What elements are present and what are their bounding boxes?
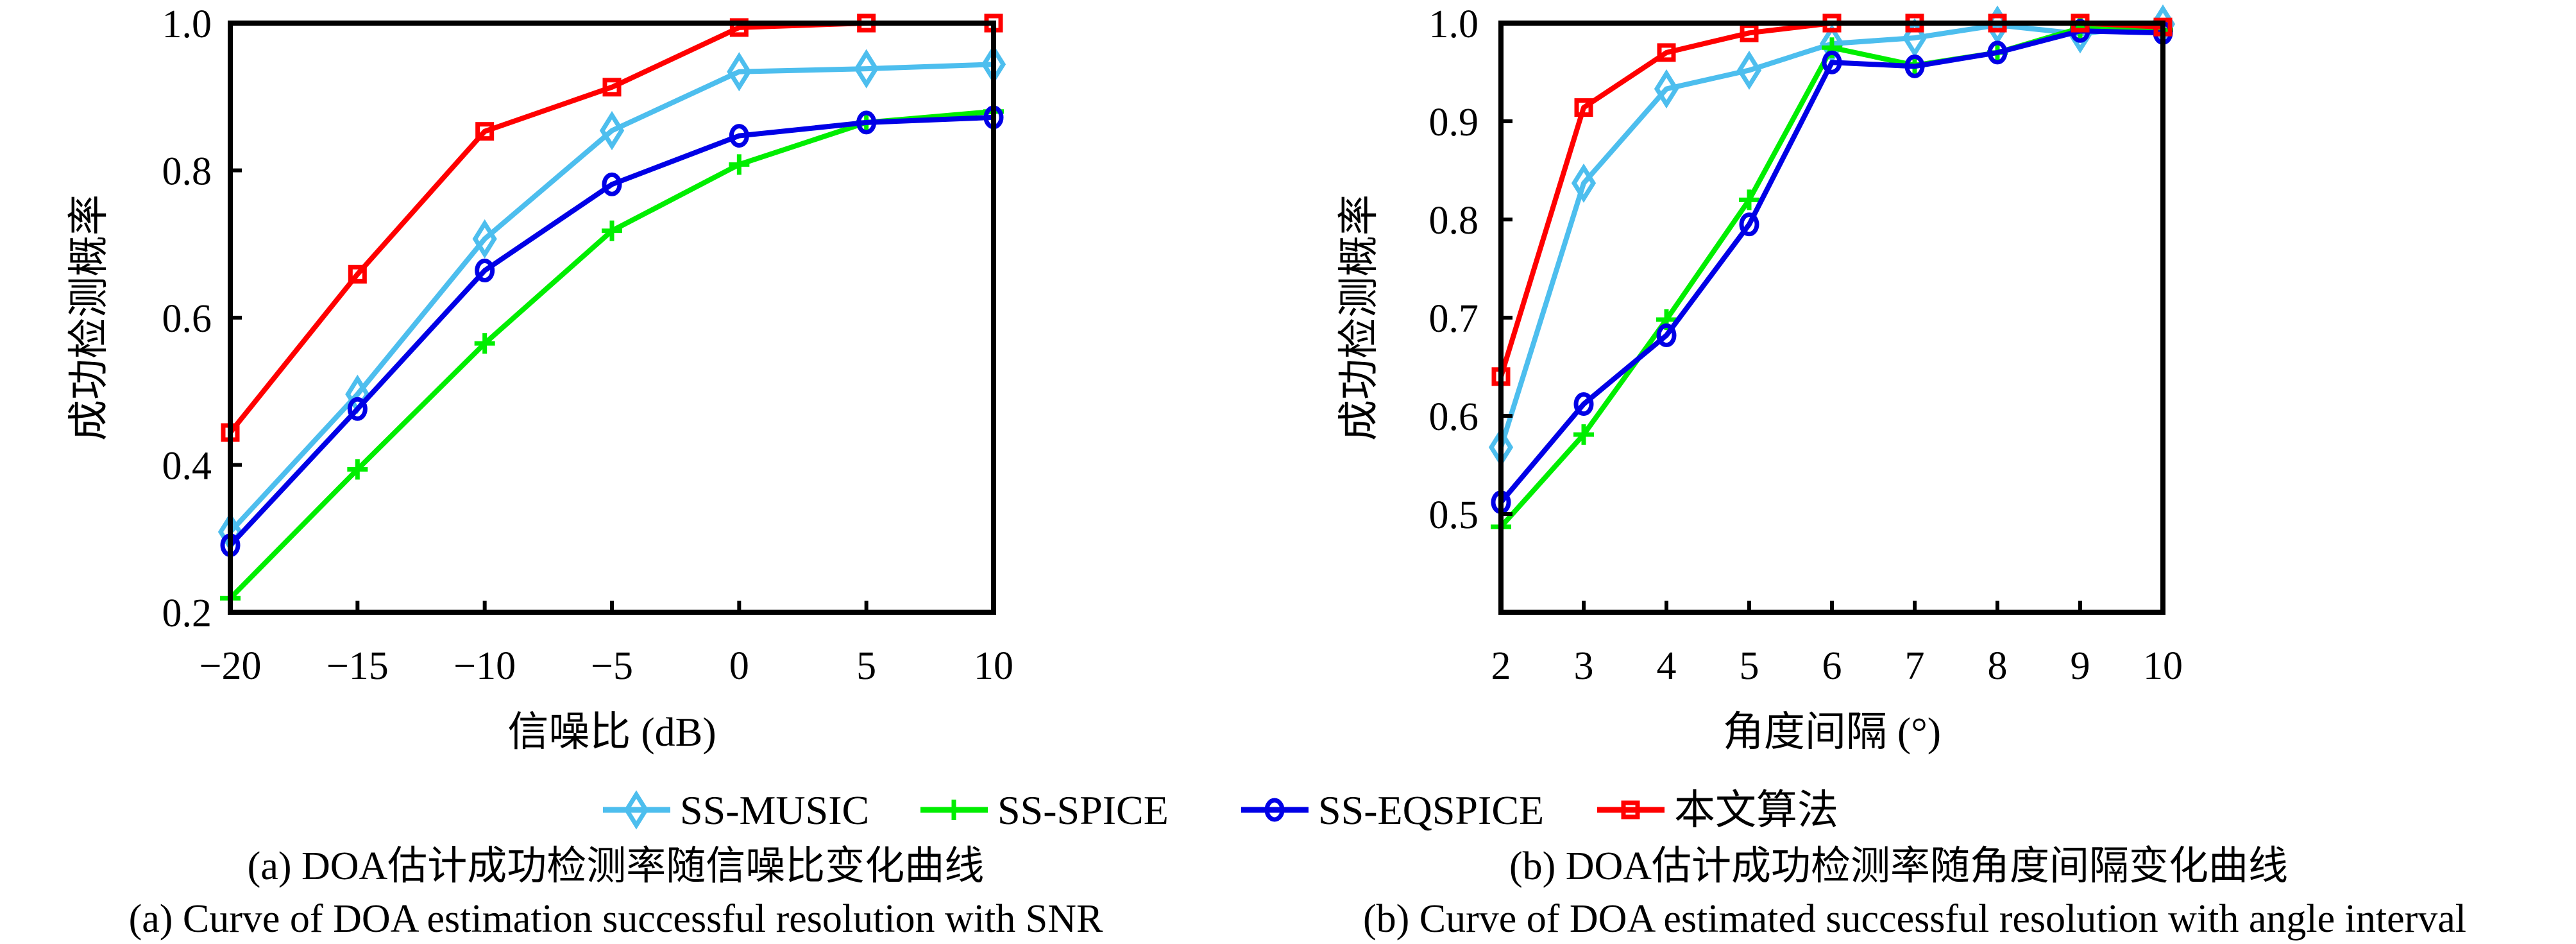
series-line [1498,28,2164,504]
data-point [1574,98,1593,117]
data-point [1822,50,1842,74]
series-ss-eqspice [220,105,1004,558]
x-tick-label: −10 [453,644,516,688]
data-point [599,110,625,151]
axes-frame [1498,21,2165,615]
y-axis-title: 成功检测概率 [1336,194,1382,441]
x-tick-label: 10 [2143,644,2183,688]
data-point [856,110,877,135]
y-tick-label: 0.6 [1429,395,1479,439]
x-tick-label: 7 [1905,644,1925,688]
legend-entry: SS-EQSPICE [1241,787,1544,833]
y-tick-label: 0.9 [1429,101,1479,144]
series-line [228,114,994,547]
data-point [1654,69,1679,109]
data-point [602,78,622,97]
y-tick-label: 0.5 [1429,493,1479,537]
x-tick-label: −15 [326,644,389,688]
legend-entry: SS-SPICE [920,787,1169,833]
y-tick-label: 0.6 [162,297,212,341]
data-point [475,259,495,283]
legend-marker-plus-icon [944,800,964,820]
data-point [1573,392,1594,416]
x-tick-label: 8 [1988,644,2008,688]
data-point [729,18,749,37]
legend-label: SS-MUSIC [680,787,869,833]
data-point [1736,50,1762,90]
x-axis-title: 信噪比 (dB) [507,709,716,755]
data-point [475,122,495,141]
data-point [1739,212,1759,237]
data-point [1571,163,1597,203]
series-line [1499,25,2164,529]
legend-marker-circle-icon [1264,798,1285,822]
data-point [1739,189,1759,210]
x-tick-label: 5 [1740,644,1759,688]
x-tick-label: 2 [1491,644,1511,688]
x-tick-label: −20 [199,644,262,688]
data-point [1902,18,1928,58]
data-point [474,333,495,354]
y-tick-label: 0.2 [162,592,212,635]
series-ss-spice [1491,17,2173,537]
data-point [1573,424,1594,445]
data-point [347,397,368,421]
data-point [1657,43,1676,62]
legend-label: SS-SPICE [997,787,1169,833]
data-point [602,172,622,196]
y-tick-label: 1.0 [1429,3,1479,46]
legend-marker-square-icon [1621,800,1640,820]
plot-a: 0.2 0.4 0.6 0.8 1.0 −20 −15 −10 −5 0 5 10 信噪比 (dB) 成功… [66,3,1013,755]
series-ss-eqspice [1491,19,2173,515]
legend: SS-MUSIC SS-SPICE SS-EQSPICE 本文算法 [603,787,1838,833]
data-point [729,124,749,148]
y-tick-label: 0.7 [1429,297,1479,341]
legend-label: SS-EQSPICE [1318,787,1544,833]
caption-b-cn: (b) DOA估计成功检测率随角度间隔变化曲线 [1509,845,2288,888]
x-tick-label: 4 [1657,644,1677,688]
caption-a-en: (a) Curve of DOA estimation successful r… [129,897,1103,941]
data-point [1819,24,1845,64]
data-point [1656,323,1677,348]
x-axis-title: 角度间隔 (°) [1723,709,1941,755]
data-point [1987,40,2008,65]
x-tick-label: 0 [729,644,749,688]
legend-marker-diamond-icon [623,790,649,830]
data-point [602,220,622,241]
plot-b: 0.5 0.6 0.7 0.8 0.9 1.0 2 3 4 5 6 7 8 9 10 角度间隔 (°) 成功检测… [1336,3,2183,755]
y-tick-label: 1.0 [162,3,212,46]
data-point [1904,54,1925,78]
x-tick-label: 3 [1574,644,1594,688]
data-point [1740,23,1759,42]
caption-a-cn: (a) DOA估计成功检测率随信噪比变化曲线 [248,845,985,888]
x-tick-label: 10 [974,644,1013,688]
y-axis-title: 成功检测概率 [66,194,112,441]
y-tick-label: 0.8 [1429,199,1479,243]
data-point [348,264,367,284]
data-point [727,52,752,92]
legend-label: 本文算法 [1674,787,1838,833]
x-tick-label: 5 [856,644,876,688]
data-point [347,459,368,480]
series-ss-music [217,44,1006,552]
series-ss-spice [220,101,1004,609]
y-tick-label: 0.8 [162,150,212,194]
caption-b-en: (b) Curve of DOA estimated successful re… [1363,897,2466,941]
series-line [228,62,994,534]
series-line [1498,21,2164,377]
series-line [1498,21,2164,449]
x-tick-label: 6 [1822,644,1842,688]
x-tick-label: 9 [2071,644,2090,688]
data-point [472,219,497,259]
x-tick-label: −5 [591,644,633,688]
legend-entry: 本文算法 [1597,787,1838,833]
legend-entry: SS-MUSIC [603,787,869,833]
data-point [729,154,750,175]
y-tick-label: 0.4 [162,445,212,488]
data-point [854,49,879,89]
